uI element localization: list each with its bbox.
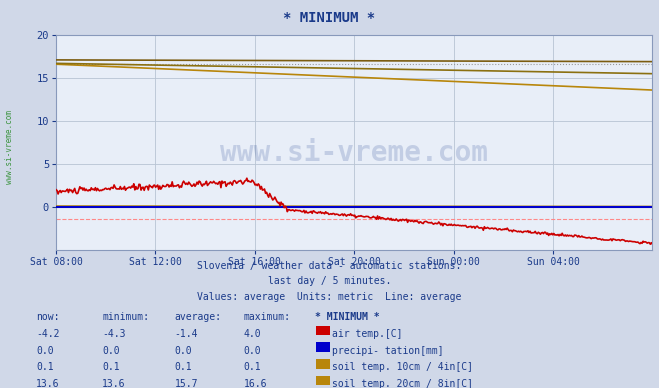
Text: -4.2: -4.2 — [36, 329, 60, 339]
Text: 4.0: 4.0 — [244, 329, 262, 339]
Text: 15.7: 15.7 — [175, 379, 198, 388]
Text: air temp.[C]: air temp.[C] — [332, 329, 403, 339]
Text: now:: now: — [36, 312, 60, 322]
Text: 0.0: 0.0 — [36, 346, 54, 356]
Text: -1.4: -1.4 — [175, 329, 198, 339]
Text: -4.3: -4.3 — [102, 329, 126, 339]
Text: 13.6: 13.6 — [102, 379, 126, 388]
Text: Slovenia / weather data - automatic stations.: Slovenia / weather data - automatic stat… — [197, 261, 462, 271]
Text: soil temp. 20cm / 8in[C]: soil temp. 20cm / 8in[C] — [332, 379, 473, 388]
Text: 0.0: 0.0 — [244, 346, 262, 356]
Text: 0.1: 0.1 — [102, 362, 120, 372]
Text: precipi- tation[mm]: precipi- tation[mm] — [332, 346, 444, 356]
Text: maximum:: maximum: — [244, 312, 291, 322]
Text: soil temp. 10cm / 4in[C]: soil temp. 10cm / 4in[C] — [332, 362, 473, 372]
Text: 0.1: 0.1 — [175, 362, 192, 372]
Text: Values: average  Units: metric  Line: average: Values: average Units: metric Line: aver… — [197, 292, 462, 302]
Text: 0.0: 0.0 — [175, 346, 192, 356]
Text: www.si-vreme.com: www.si-vreme.com — [5, 111, 14, 184]
Text: * MINIMUM *: * MINIMUM * — [283, 11, 376, 25]
Text: 0.0: 0.0 — [102, 346, 120, 356]
Text: average:: average: — [175, 312, 221, 322]
Text: 0.1: 0.1 — [36, 362, 54, 372]
Text: 13.6: 13.6 — [36, 379, 60, 388]
Text: last day / 5 minutes.: last day / 5 minutes. — [268, 276, 391, 286]
Text: * MINIMUM *: * MINIMUM * — [315, 312, 380, 322]
Text: 16.6: 16.6 — [244, 379, 268, 388]
Text: www.si-vreme.com: www.si-vreme.com — [220, 139, 488, 167]
Text: 0.1: 0.1 — [244, 362, 262, 372]
Text: minimum:: minimum: — [102, 312, 149, 322]
